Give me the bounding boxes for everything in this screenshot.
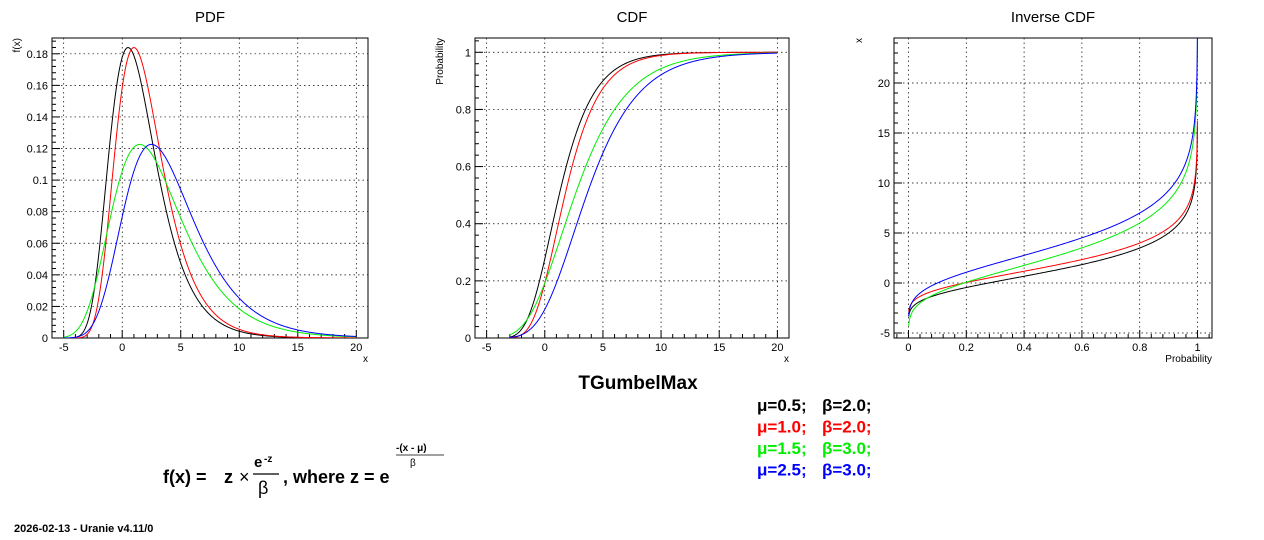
formula: f(x) = z × e -z β , where z = e -(x - μ)… <box>163 443 444 498</box>
chart-title: Inverse CDF <box>1011 9 1095 26</box>
y-tick-label: 0.04 <box>27 270 48 282</box>
y-tick-label: 0 <box>42 333 48 345</box>
formula-z: z <box>224 467 233 487</box>
legend-beta-4: β=3.0; <box>822 461 872 480</box>
y-tick-label: 0.12 <box>27 144 48 156</box>
x-tick-label: 0.6 <box>1074 342 1089 354</box>
series-line-4 <box>908 38 1198 317</box>
series-group <box>509 51 778 338</box>
series-group <box>908 38 1198 327</box>
y-tick-label: 0.14 <box>27 112 48 124</box>
formula-where: , where z = e <box>283 467 390 487</box>
x-tick-label: -5 <box>59 342 69 354</box>
y-tick-label: -5 <box>880 328 890 340</box>
series-line-3 <box>509 52 778 336</box>
y-tick-label: 0.6 <box>456 162 471 174</box>
x-axis-label: x <box>784 354 789 365</box>
series-line-2 <box>63 47 357 338</box>
formula-times: × <box>239 467 250 487</box>
legend-beta-3: β=3.0; <box>822 439 872 458</box>
formula-lhs: f(x) = <box>163 467 207 487</box>
y-tick-label: 5 <box>884 228 890 240</box>
y-tick-label: 0.2 <box>456 276 471 288</box>
series-line-4 <box>509 52 778 338</box>
x-tick-label: 0 <box>119 342 125 354</box>
y-tick-label: 10 <box>878 178 890 190</box>
x-tick-label: -5 <box>482 342 492 354</box>
x-tick-label: 10 <box>233 342 245 354</box>
formula-exponent-numerator: -(x - μ) <box>396 443 427 454</box>
x-tick-label: 20 <box>771 342 783 354</box>
legend-beta-2: β=2.0; <box>822 418 872 437</box>
y-tick-label: 0.8 <box>456 104 471 116</box>
x-tick-label: 10 <box>655 342 667 354</box>
x-tick-label: 0.2 <box>959 342 974 354</box>
y-tick-label: 0 <box>465 333 471 345</box>
y-tick-label: 0.06 <box>27 238 48 250</box>
y-tick-label: 15 <box>878 128 890 140</box>
series-line-1 <box>509 51 778 338</box>
legend-mu-1: μ=0.5; <box>757 396 807 415</box>
x-tick-label: 5 <box>600 342 606 354</box>
chart-cdf: -5 0 5 10 15 20 0 0.2 0.4 0.6 0.8 1 CDF x Probability <box>435 9 790 365</box>
x-tick-label: 0 <box>905 342 911 354</box>
chart-pdf: -5 0 5 10 15 20 0 0.02 0.04 0.06 0.08 0.1 0.12 0.14 0.… <box>12 9 369 365</box>
y-tick-label: 0.08 <box>27 207 48 219</box>
formula-exponent-denominator: β <box>410 458 416 469</box>
footer-text: 2026-02-13 - Uranie v4.11/0 <box>14 523 153 535</box>
legend-mu-3: μ=1.5; <box>757 439 807 458</box>
series-line-1 <box>63 47 357 338</box>
chart-title: PDF <box>195 9 225 26</box>
y-tick-label: 0.18 <box>27 49 48 61</box>
x-tick-label: 0.8 <box>1132 342 1147 354</box>
x-axis-label: Probability <box>1165 354 1212 365</box>
series-line-1 <box>908 125 1198 317</box>
y-axis-label: f(x) <box>12 38 23 52</box>
y-tick-label: 0.4 <box>456 219 471 231</box>
y-axis-label: Probability <box>435 38 446 85</box>
series-group <box>63 47 357 338</box>
x-tick-label: 5 <box>178 342 184 354</box>
chart-inverse-cdf: 0 0.2 0.4 0.6 0.8 1 -5 0 5 10 15 20 Inverse CDF Proba… <box>854 9 1213 365</box>
formula-numerator-sup: -z <box>264 454 272 465</box>
legend-mu-2: μ=1.0; <box>757 418 807 437</box>
parameter-legend: μ=0.5; β=2.0; μ=1.0; β=2.0; μ=1.5; β=3.0; μ=2.… <box>757 396 872 480</box>
main-title: TGumbelMax <box>578 373 698 394</box>
x-tick-label: 20 <box>350 342 362 354</box>
plot-frame <box>474 37 790 339</box>
y-tick-label: 20 <box>878 78 890 90</box>
x-tick-label: 15 <box>292 342 304 354</box>
y-tick-label: 0 <box>884 278 890 290</box>
x-tick-label: 0 <box>542 342 548 354</box>
x-tick-label: 0.4 <box>1016 342 1031 354</box>
legend-mu-4: μ=2.5; <box>757 461 807 480</box>
y-tick-label: 0.02 <box>27 301 48 313</box>
formula-numerator: e <box>254 454 262 471</box>
series-line-2 <box>509 51 778 338</box>
series-line-3 <box>908 39 1198 327</box>
y-tick-label: 1 <box>465 47 471 59</box>
x-axis-label: x <box>363 354 368 365</box>
plot-frame <box>893 37 1213 339</box>
series-line-2 <box>908 120 1198 312</box>
series-line-3 <box>63 143 357 338</box>
x-tick-label: 15 <box>713 342 725 354</box>
plot-frame <box>51 37 369 339</box>
y-tick-label: 0.1 <box>33 175 48 187</box>
formula-denominator: β <box>258 478 268 498</box>
series-line-4 <box>63 143 357 338</box>
x-tick-label: 1 <box>1194 342 1200 354</box>
chart-title: CDF <box>617 9 648 26</box>
y-tick-label: 0.16 <box>27 80 48 92</box>
legend-beta-1: β=2.0; <box>822 396 872 415</box>
y-axis-label: x <box>854 38 865 43</box>
